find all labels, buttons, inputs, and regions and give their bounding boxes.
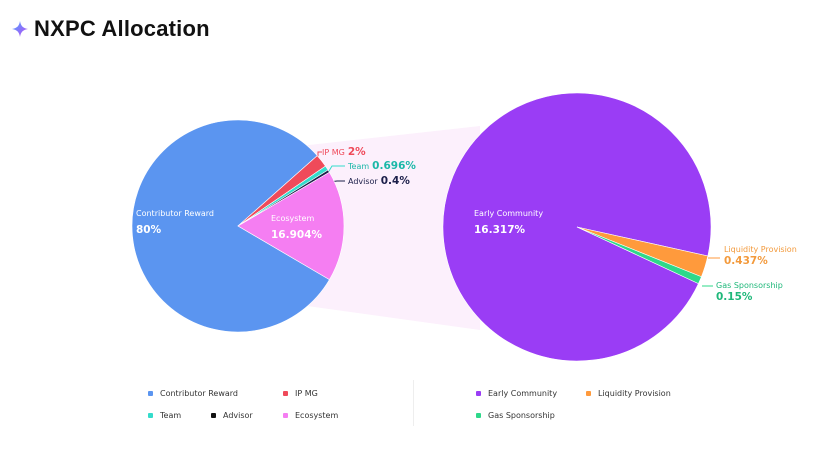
label-advisor: Advisor 0.4% [348, 175, 410, 187]
legend-gas-sponsorship[interactable]: Gas Sponsorship [476, 411, 555, 420]
label-gas-sponsorship: Gas Sponsorship 0.15% [716, 281, 783, 303]
chart-title: NXPC Allocation [12, 16, 210, 42]
slice-ecosystem[interactable] [237, 171, 345, 281]
label-liquidity-provision: Liquidity Provision 0.437% [724, 245, 797, 267]
legend-ecosystem[interactable]: Ecosystem [283, 411, 338, 420]
legend-advisor[interactable]: Advisor [211, 411, 253, 420]
slice-gas-sponsorship[interactable] [576, 226, 702, 285]
label-ecosystem: Ecosystem 16.904% [271, 214, 323, 241]
label-ip-mg: IP MG 2% [322, 146, 366, 158]
sparkle-icon [12, 21, 28, 37]
label-contributor-reward: Contributor Reward 80% [136, 209, 215, 236]
legend-marker [476, 391, 481, 396]
legend-liquidity-provision[interactable]: Liquidity Provision [586, 389, 671, 398]
legend-marker [476, 413, 481, 418]
page-title: NXPC Allocation [34, 16, 210, 41]
legend-marker [211, 413, 216, 418]
legend-marker [283, 391, 288, 396]
legend-ip-mg[interactable]: IP MG [283, 389, 318, 398]
label-team: Team 0.696% [348, 160, 416, 172]
ecosystem-breakdown-pie [442, 92, 712, 362]
connector-band [300, 126, 480, 330]
legend-marker [148, 391, 153, 396]
main-pie [131, 119, 345, 333]
legend-marker [586, 391, 591, 396]
legend-divider [413, 380, 414, 426]
label-early-community: Early Community 16.317% [474, 209, 544, 236]
legend-team[interactable]: Team [148, 411, 181, 420]
legend-contributor-reward[interactable]: Contributor Reward [148, 389, 238, 398]
legend-marker [148, 413, 153, 418]
legend-early-community[interactable]: Early Community [476, 389, 557, 398]
legend-marker [283, 413, 288, 418]
slice-contributor-reward[interactable] [131, 119, 330, 333]
